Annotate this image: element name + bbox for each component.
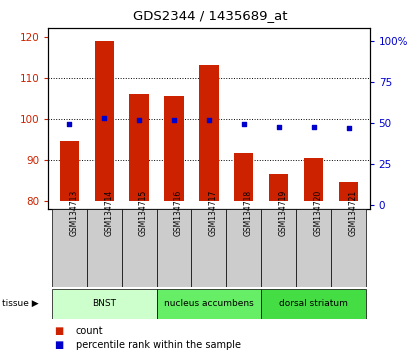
Text: GSM134719: GSM134719 bbox=[279, 190, 288, 236]
Point bbox=[206, 118, 213, 123]
Bar bbox=[60, 141, 79, 201]
Text: nucleus accumbens: nucleus accumbens bbox=[164, 299, 254, 308]
Bar bbox=[52, 289, 157, 319]
Bar bbox=[226, 209, 261, 287]
Text: dorsal striatum: dorsal striatum bbox=[279, 299, 348, 308]
Text: GSM134720: GSM134720 bbox=[314, 190, 323, 236]
Text: tissue ▶: tissue ▶ bbox=[2, 299, 39, 308]
Bar bbox=[157, 289, 261, 319]
Bar bbox=[129, 94, 149, 201]
Text: GSM134718: GSM134718 bbox=[244, 190, 253, 236]
Bar bbox=[339, 182, 358, 201]
Point bbox=[101, 115, 108, 121]
Text: GSM134716: GSM134716 bbox=[174, 190, 183, 236]
Text: BNST: BNST bbox=[92, 299, 116, 308]
Bar bbox=[261, 209, 296, 287]
Point bbox=[171, 118, 177, 123]
Point bbox=[136, 118, 142, 123]
Text: GDS2344 / 1435689_at: GDS2344 / 1435689_at bbox=[133, 9, 287, 22]
Bar bbox=[269, 174, 289, 201]
Text: GSM134715: GSM134715 bbox=[139, 190, 148, 236]
Bar bbox=[87, 209, 122, 287]
Bar bbox=[234, 154, 254, 201]
Bar bbox=[304, 158, 323, 201]
Text: GSM134714: GSM134714 bbox=[104, 190, 113, 236]
Point bbox=[66, 121, 73, 126]
Text: percentile rank within the sample: percentile rank within the sample bbox=[76, 340, 241, 350]
Text: GSM134721: GSM134721 bbox=[349, 190, 358, 236]
Point bbox=[345, 125, 352, 131]
Point bbox=[276, 124, 282, 130]
Bar bbox=[52, 209, 87, 287]
Text: count: count bbox=[76, 326, 103, 336]
Bar bbox=[157, 209, 192, 287]
Text: ■: ■ bbox=[55, 326, 64, 336]
Bar bbox=[200, 65, 218, 201]
Point bbox=[310, 124, 317, 130]
Bar bbox=[331, 209, 366, 287]
Text: ■: ■ bbox=[55, 340, 64, 350]
Bar bbox=[122, 209, 157, 287]
Text: GSM134717: GSM134717 bbox=[209, 190, 218, 236]
Bar bbox=[192, 209, 226, 287]
Bar bbox=[164, 96, 184, 201]
Bar bbox=[296, 209, 331, 287]
Text: GSM134713: GSM134713 bbox=[69, 190, 78, 236]
Bar bbox=[261, 289, 366, 319]
Point bbox=[241, 121, 247, 127]
Bar bbox=[94, 41, 114, 201]
